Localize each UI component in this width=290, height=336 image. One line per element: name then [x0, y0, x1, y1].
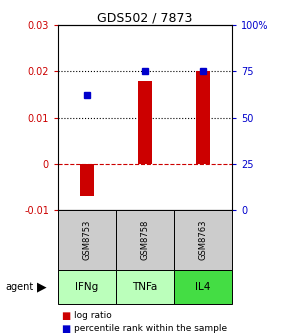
Text: GDS502 / 7873: GDS502 / 7873 [97, 12, 193, 25]
Text: ■: ■ [61, 324, 70, 334]
Text: percentile rank within the sample: percentile rank within the sample [74, 324, 227, 333]
Text: GSM8763: GSM8763 [198, 220, 208, 260]
Bar [138, 81, 152, 164]
Text: GSM8753: GSM8753 [82, 220, 92, 260]
Bar [80, 164, 94, 196]
Text: TNFa: TNFa [132, 282, 158, 292]
Text: GSM8758: GSM8758 [140, 220, 150, 260]
Bar [196, 72, 210, 164]
Text: ▶: ▶ [37, 281, 47, 294]
Text: IFNg: IFNg [75, 282, 99, 292]
Text: agent: agent [6, 282, 34, 292]
Text: ■: ■ [61, 311, 70, 321]
Text: IL4: IL4 [195, 282, 211, 292]
Text: log ratio: log ratio [74, 311, 112, 320]
